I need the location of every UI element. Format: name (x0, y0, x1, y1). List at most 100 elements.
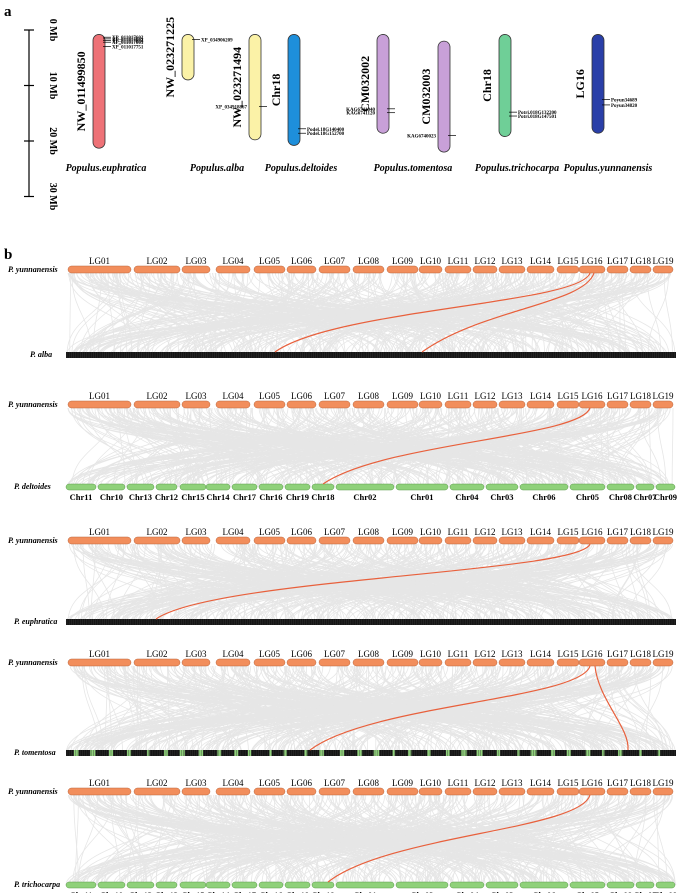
top-chromosome-bar[interactable] (215, 658, 251, 667)
top-chromosome-bar[interactable] (526, 536, 555, 545)
scaffold-strip[interactable] (602, 750, 605, 756)
bottom-chromosome-bar[interactable] (179, 483, 207, 491)
top-chromosome-bar[interactable] (629, 265, 652, 274)
top-chromosome-bar[interactable] (181, 658, 211, 667)
top-chromosome-bar[interactable] (444, 536, 472, 545)
bottom-chromosome-bar[interactable] (485, 881, 519, 889)
top-chromosome-bar[interactable] (606, 400, 629, 409)
bottom-chromosome-bar[interactable] (231, 483, 258, 491)
scaffold-strip[interactable] (127, 750, 132, 756)
top-chromosome-bar[interactable] (526, 787, 555, 796)
scaffold-strip[interactable] (73, 750, 79, 756)
top-chromosome-bar[interactable] (472, 658, 498, 667)
top-chromosome-bar[interactable] (498, 265, 526, 274)
scaffold-strip[interactable] (585, 750, 591, 756)
scaffold-strip[interactable] (566, 750, 572, 756)
top-chromosome-bar[interactable] (67, 787, 132, 796)
top-chromosome-bar[interactable] (215, 787, 251, 796)
bottom-chromosome-bar[interactable] (635, 881, 655, 889)
top-chromosome-bar[interactable] (286, 658, 317, 667)
top-chromosome-bar[interactable] (606, 265, 629, 274)
top-chromosome-bar[interactable] (386, 787, 419, 796)
top-chromosome-bar[interactable] (652, 536, 674, 545)
top-chromosome-bar[interactable] (606, 536, 629, 545)
bottom-chromosome-bar[interactable] (155, 483, 178, 491)
top-chromosome-bar[interactable] (67, 400, 132, 409)
top-chromosome-bar[interactable] (606, 787, 629, 796)
scaffold-strip[interactable] (407, 750, 412, 756)
bottom-chromosome-bar[interactable] (606, 483, 635, 491)
scaffold-strip[interactable] (618, 750, 623, 756)
top-chromosome-bar[interactable] (181, 400, 211, 409)
bottom-chromosome-bar[interactable] (65, 881, 97, 889)
chromosome-bar[interactable] (287, 34, 301, 146)
top-chromosome-bar[interactable] (526, 400, 555, 409)
top-chromosome-bar[interactable] (318, 787, 351, 796)
bottom-chromosome-bar[interactable] (65, 483, 97, 491)
bottom-chromosome-bar[interactable] (231, 881, 258, 889)
chromosome-bar[interactable] (591, 34, 605, 134)
chromosome-bar[interactable] (92, 34, 106, 149)
bottom-chromosome-bar[interactable] (179, 881, 207, 889)
scaffold-strip[interactable] (427, 750, 431, 756)
top-chromosome-bar[interactable] (318, 536, 351, 545)
top-chromosome-bar[interactable] (286, 265, 317, 274)
bottom-chromosome-bar[interactable] (335, 881, 395, 889)
scaffold-strip[interactable] (283, 750, 287, 756)
top-chromosome-bar[interactable] (629, 400, 652, 409)
chromosome-bar[interactable] (437, 40, 451, 153)
scaffold-strip[interactable] (179, 750, 185, 756)
top-chromosome-bar[interactable] (556, 787, 580, 796)
top-chromosome-bar[interactable] (352, 400, 385, 409)
top-chromosome-bar[interactable] (418, 536, 443, 545)
bottom-chromosome-bar[interactable] (519, 483, 569, 491)
top-chromosome-bar[interactable] (498, 658, 526, 667)
top-chromosome-bar[interactable] (253, 400, 286, 409)
scaffold-strip[interactable] (496, 750, 501, 756)
scaffold-strip[interactable] (461, 750, 467, 756)
top-chromosome-bar[interactable] (418, 787, 443, 796)
top-chromosome-bar[interactable] (418, 265, 443, 274)
top-chromosome-bar[interactable] (578, 536, 606, 545)
bottom-chromosome-bar[interactable] (449, 483, 485, 491)
top-chromosome-bar[interactable] (526, 658, 555, 667)
top-chromosome-bar[interactable] (418, 400, 443, 409)
scaffold-strip[interactable] (304, 750, 308, 756)
top-chromosome-bar[interactable] (556, 265, 580, 274)
top-chromosome-bar[interactable] (133, 400, 181, 409)
top-chromosome-bar[interactable] (498, 400, 526, 409)
top-chromosome-bar[interactable] (352, 536, 385, 545)
top-chromosome-bar[interactable] (181, 787, 211, 796)
top-chromosome-bar[interactable] (578, 658, 606, 667)
bottom-chromosome-bar[interactable] (311, 881, 335, 889)
top-chromosome-bar[interactable] (578, 265, 606, 274)
bottom-chromosome-bar[interactable] (449, 881, 485, 889)
bottom-chromosome-bar[interactable] (126, 483, 155, 491)
bottom-chromosome-bar[interactable] (97, 483, 126, 491)
top-chromosome-bar[interactable] (606, 658, 629, 667)
top-chromosome-bar[interactable] (318, 658, 351, 667)
top-chromosome-bar[interactable] (578, 787, 606, 796)
bottom-chromosome-bar[interactable] (655, 881, 676, 889)
top-chromosome-bar[interactable] (318, 265, 351, 274)
top-chromosome-bar[interactable] (498, 787, 526, 796)
top-chromosome-bar[interactable] (386, 265, 419, 274)
scaffold-strip[interactable] (269, 750, 272, 756)
top-chromosome-bar[interactable] (67, 265, 132, 274)
top-chromosome-bar[interactable] (318, 400, 351, 409)
top-chromosome-bar[interactable] (386, 658, 419, 667)
scaffold-strip[interactable] (217, 750, 222, 756)
bottom-chromosome-bar[interactable] (635, 483, 655, 491)
top-chromosome-bar[interactable] (444, 265, 472, 274)
top-chromosome-bar[interactable] (286, 787, 317, 796)
top-chromosome-bar[interactable] (352, 658, 385, 667)
top-chromosome-bar[interactable] (556, 400, 580, 409)
top-chromosome-bar[interactable] (472, 400, 498, 409)
top-chromosome-bar[interactable] (215, 400, 251, 409)
top-chromosome-bar[interactable] (253, 536, 286, 545)
top-chromosome-bar[interactable] (652, 787, 674, 796)
scaffold-strip[interactable] (66, 619, 676, 625)
top-chromosome-bar[interactable] (133, 536, 181, 545)
top-chromosome-bar[interactable] (444, 787, 472, 796)
bottom-chromosome-bar[interactable] (155, 881, 178, 889)
